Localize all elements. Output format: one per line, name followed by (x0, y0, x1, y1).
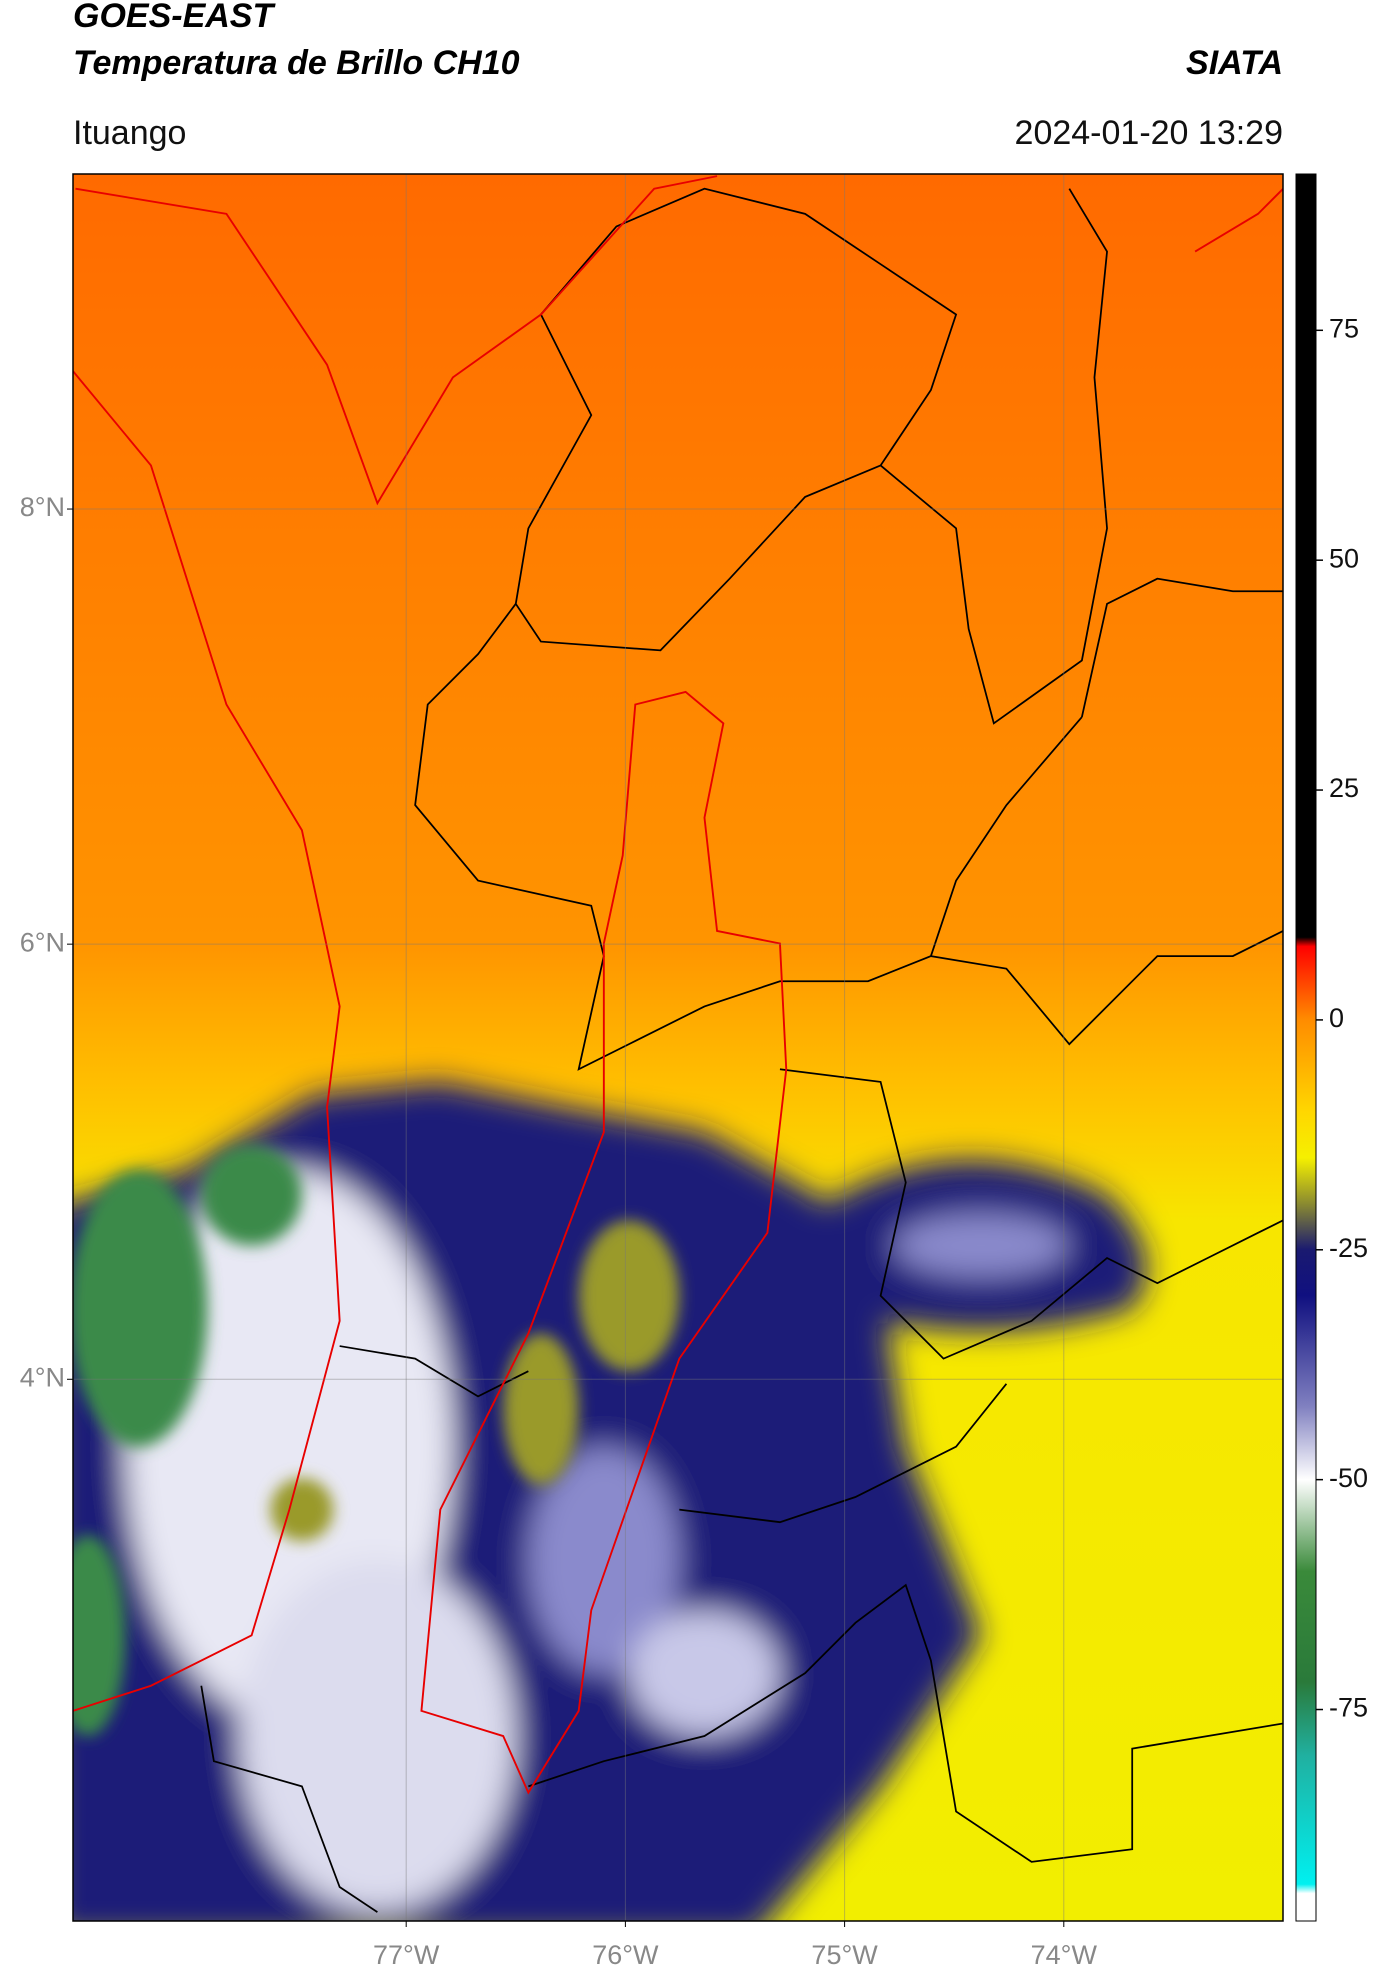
colorbar-tick-label: -25 (1329, 1233, 1368, 1263)
y-tick-label: 6°N (20, 927, 65, 957)
grid (73, 174, 1283, 1921)
title: GOES-EAST (73, 0, 276, 35)
location: Ituango (73, 114, 186, 152)
colorbar (1295, 173, 1317, 1922)
x-tick-label: 75°W (811, 1940, 878, 1970)
x-tick-label: 76°W (592, 1940, 659, 1970)
x-tick-label: 77°W (373, 1940, 440, 1970)
subtitle: Temperatura de Brillo CH10 (73, 44, 520, 82)
y-tick-label: 4°N (20, 1362, 65, 1392)
colorbar-tick-label: -75 (1329, 1693, 1368, 1723)
colorbar-tick-label: -50 (1329, 1463, 1368, 1493)
colorbar-tick-label: 75 (1329, 313, 1359, 343)
map-frame (72, 173, 1284, 1922)
source: SIATA (1186, 44, 1283, 82)
datetime: 2024-01-20 13:29 (1015, 114, 1283, 152)
x-tick-label: 74°W (1031, 1940, 1098, 1970)
colorbar-tick-label: 50 (1329, 543, 1359, 573)
colorbar-tick-label: 0 (1329, 1003, 1344, 1033)
map-image (73, 174, 1283, 1921)
colorbar-tick-label: 25 (1329, 773, 1359, 803)
cloud-field (73, 175, 1283, 1921)
y-tick-label: 8°N (20, 492, 65, 522)
